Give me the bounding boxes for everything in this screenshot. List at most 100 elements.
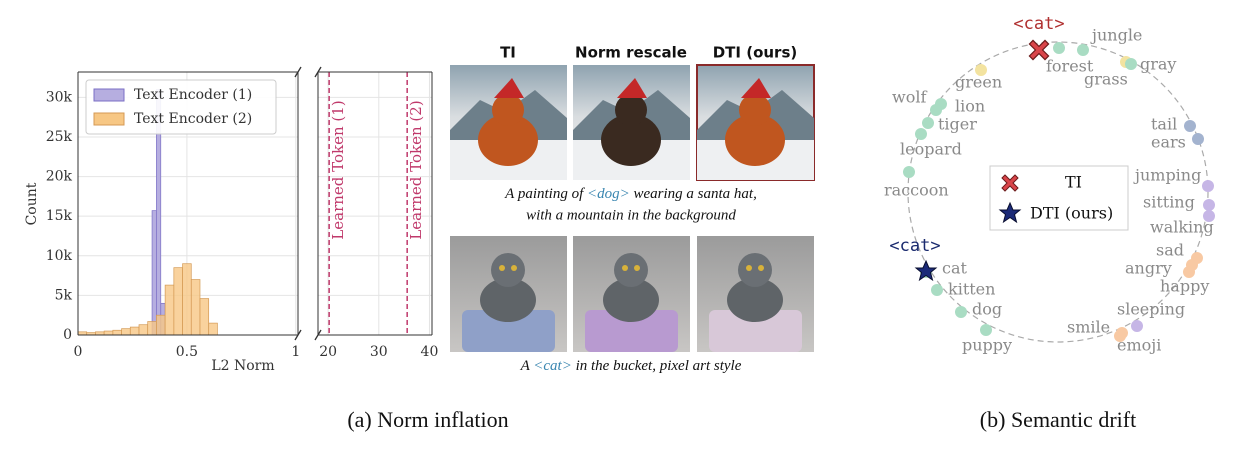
- santa-hat: [617, 78, 647, 98]
- prompt: with a mountain in the background: [526, 207, 736, 223]
- cat-eye: [511, 265, 517, 271]
- word-dot: [1077, 44, 1089, 56]
- word-dot: [955, 306, 967, 318]
- y-tick-label: 5k: [55, 287, 73, 303]
- x-tick-label: 1: [291, 344, 300, 360]
- word-label: walking: [1150, 218, 1214, 237]
- inset-area: [318, 72, 432, 335]
- word-label: dog: [972, 300, 1002, 319]
- word-dot: [1202, 180, 1214, 192]
- y-tick-label: 15k: [46, 208, 73, 224]
- histogram-bar: [156, 314, 166, 336]
- histogram-bar: [199, 298, 210, 336]
- word-label: grass: [1084, 70, 1128, 89]
- bucket: [585, 310, 678, 352]
- axis-break: [294, 66, 302, 78]
- cat-head: [738, 253, 772, 287]
- word-label: ears: [1151, 133, 1186, 152]
- column-header: Norm rescale: [575, 44, 687, 62]
- cat-eye: [758, 265, 764, 271]
- caption: (b) Semantic drift: [980, 407, 1136, 432]
- histogram-bar: [138, 324, 149, 336]
- word-label: green: [955, 73, 1002, 92]
- word-dot: [915, 128, 927, 140]
- legend-swatch: [93, 112, 125, 126]
- dti-marker: [914, 259, 938, 282]
- word-label: jumping: [1133, 166, 1201, 185]
- column-header: DTI (ours): [713, 44, 798, 62]
- cat-head: [491, 253, 525, 287]
- y-tick-label: 0: [63, 327, 72, 343]
- word-dot: [1183, 266, 1195, 278]
- word-label: tiger: [938, 115, 977, 134]
- dog-head: [739, 94, 771, 126]
- cat-eye: [746, 265, 752, 271]
- histogram-bar: [164, 284, 175, 336]
- word-dot: [975, 64, 987, 76]
- word-label: puppy: [962, 336, 1012, 355]
- histogram-bar: [121, 328, 131, 336]
- legend-label: TI: [1065, 173, 1082, 192]
- x-tick-label: 0: [74, 344, 83, 360]
- axis-break: [294, 329, 302, 341]
- word-dot: [1053, 42, 1065, 54]
- prompt: A painting of <dog> wearing a santa hat,: [504, 186, 757, 202]
- histogram-bar: [173, 267, 183, 336]
- word-dot: [1131, 320, 1143, 332]
- dog-head: [615, 94, 647, 126]
- y-tick-label: 30k: [46, 89, 73, 105]
- word-dot: [1114, 330, 1126, 342]
- image-grid: [450, 64, 815, 352]
- cat-eye: [499, 265, 505, 271]
- cat-eye: [622, 265, 628, 271]
- x-tick-label: 20: [319, 344, 337, 360]
- ti-marker: [1028, 39, 1050, 61]
- word-dot: [1192, 133, 1204, 145]
- dti-token: <cat>: [889, 236, 940, 256]
- bucket: [462, 310, 555, 352]
- word-label: happy: [1160, 277, 1209, 296]
- word-label: sitting: [1143, 193, 1195, 212]
- word-dot: [1203, 210, 1215, 222]
- dog-head: [492, 94, 524, 126]
- word-label: kitten: [948, 280, 995, 299]
- histogram-bar: [151, 210, 157, 336]
- word-label: jungle: [1090, 26, 1142, 45]
- word-label: raccoon: [884, 181, 949, 200]
- word-dot: [1203, 199, 1215, 211]
- bucket: [709, 310, 802, 352]
- semantic-drift: <cat> <cat> TI DTI (ours) jungleforestgr…: [884, 14, 1215, 355]
- legend-label: Text Encoder (2): [134, 111, 252, 127]
- x-tick-label: 40: [421, 344, 439, 360]
- dog: [725, 114, 785, 166]
- y-axis-label: Count: [24, 182, 40, 225]
- dti-marker-legend: [998, 201, 1022, 224]
- cat-head: [614, 253, 648, 287]
- dog: [601, 114, 661, 166]
- word-label: smile: [1067, 318, 1110, 337]
- axis-break: [314, 329, 322, 341]
- word-label: gray: [1140, 55, 1176, 74]
- x-tick-label: 0.5: [176, 344, 198, 360]
- legend-box: [85, 79, 277, 135]
- santa-hat: [741, 78, 771, 98]
- dog: [478, 114, 538, 166]
- reference-label: Learned Token (2): [407, 100, 425, 239]
- cat: [727, 278, 783, 322]
- histogram-bar: [190, 279, 201, 336]
- word-label: sad: [1156, 241, 1184, 260]
- ti-token: <cat>: [1013, 14, 1064, 34]
- reference-label: Learned Token (1): [329, 100, 347, 239]
- histogram-bar: [182, 263, 192, 336]
- word-label: angry: [1125, 259, 1172, 278]
- ti-marker-legend: [1001, 174, 1019, 192]
- legend-label: Text Encoder (1): [134, 87, 252, 103]
- prompt: A <cat> in the bucket, pixel art style: [520, 358, 742, 374]
- y-tick-label: 20k: [46, 169, 73, 185]
- cat: [603, 278, 659, 322]
- histogram-bar: [129, 326, 140, 336]
- word-label: wolf: [892, 88, 927, 107]
- axis-break: [314, 66, 322, 78]
